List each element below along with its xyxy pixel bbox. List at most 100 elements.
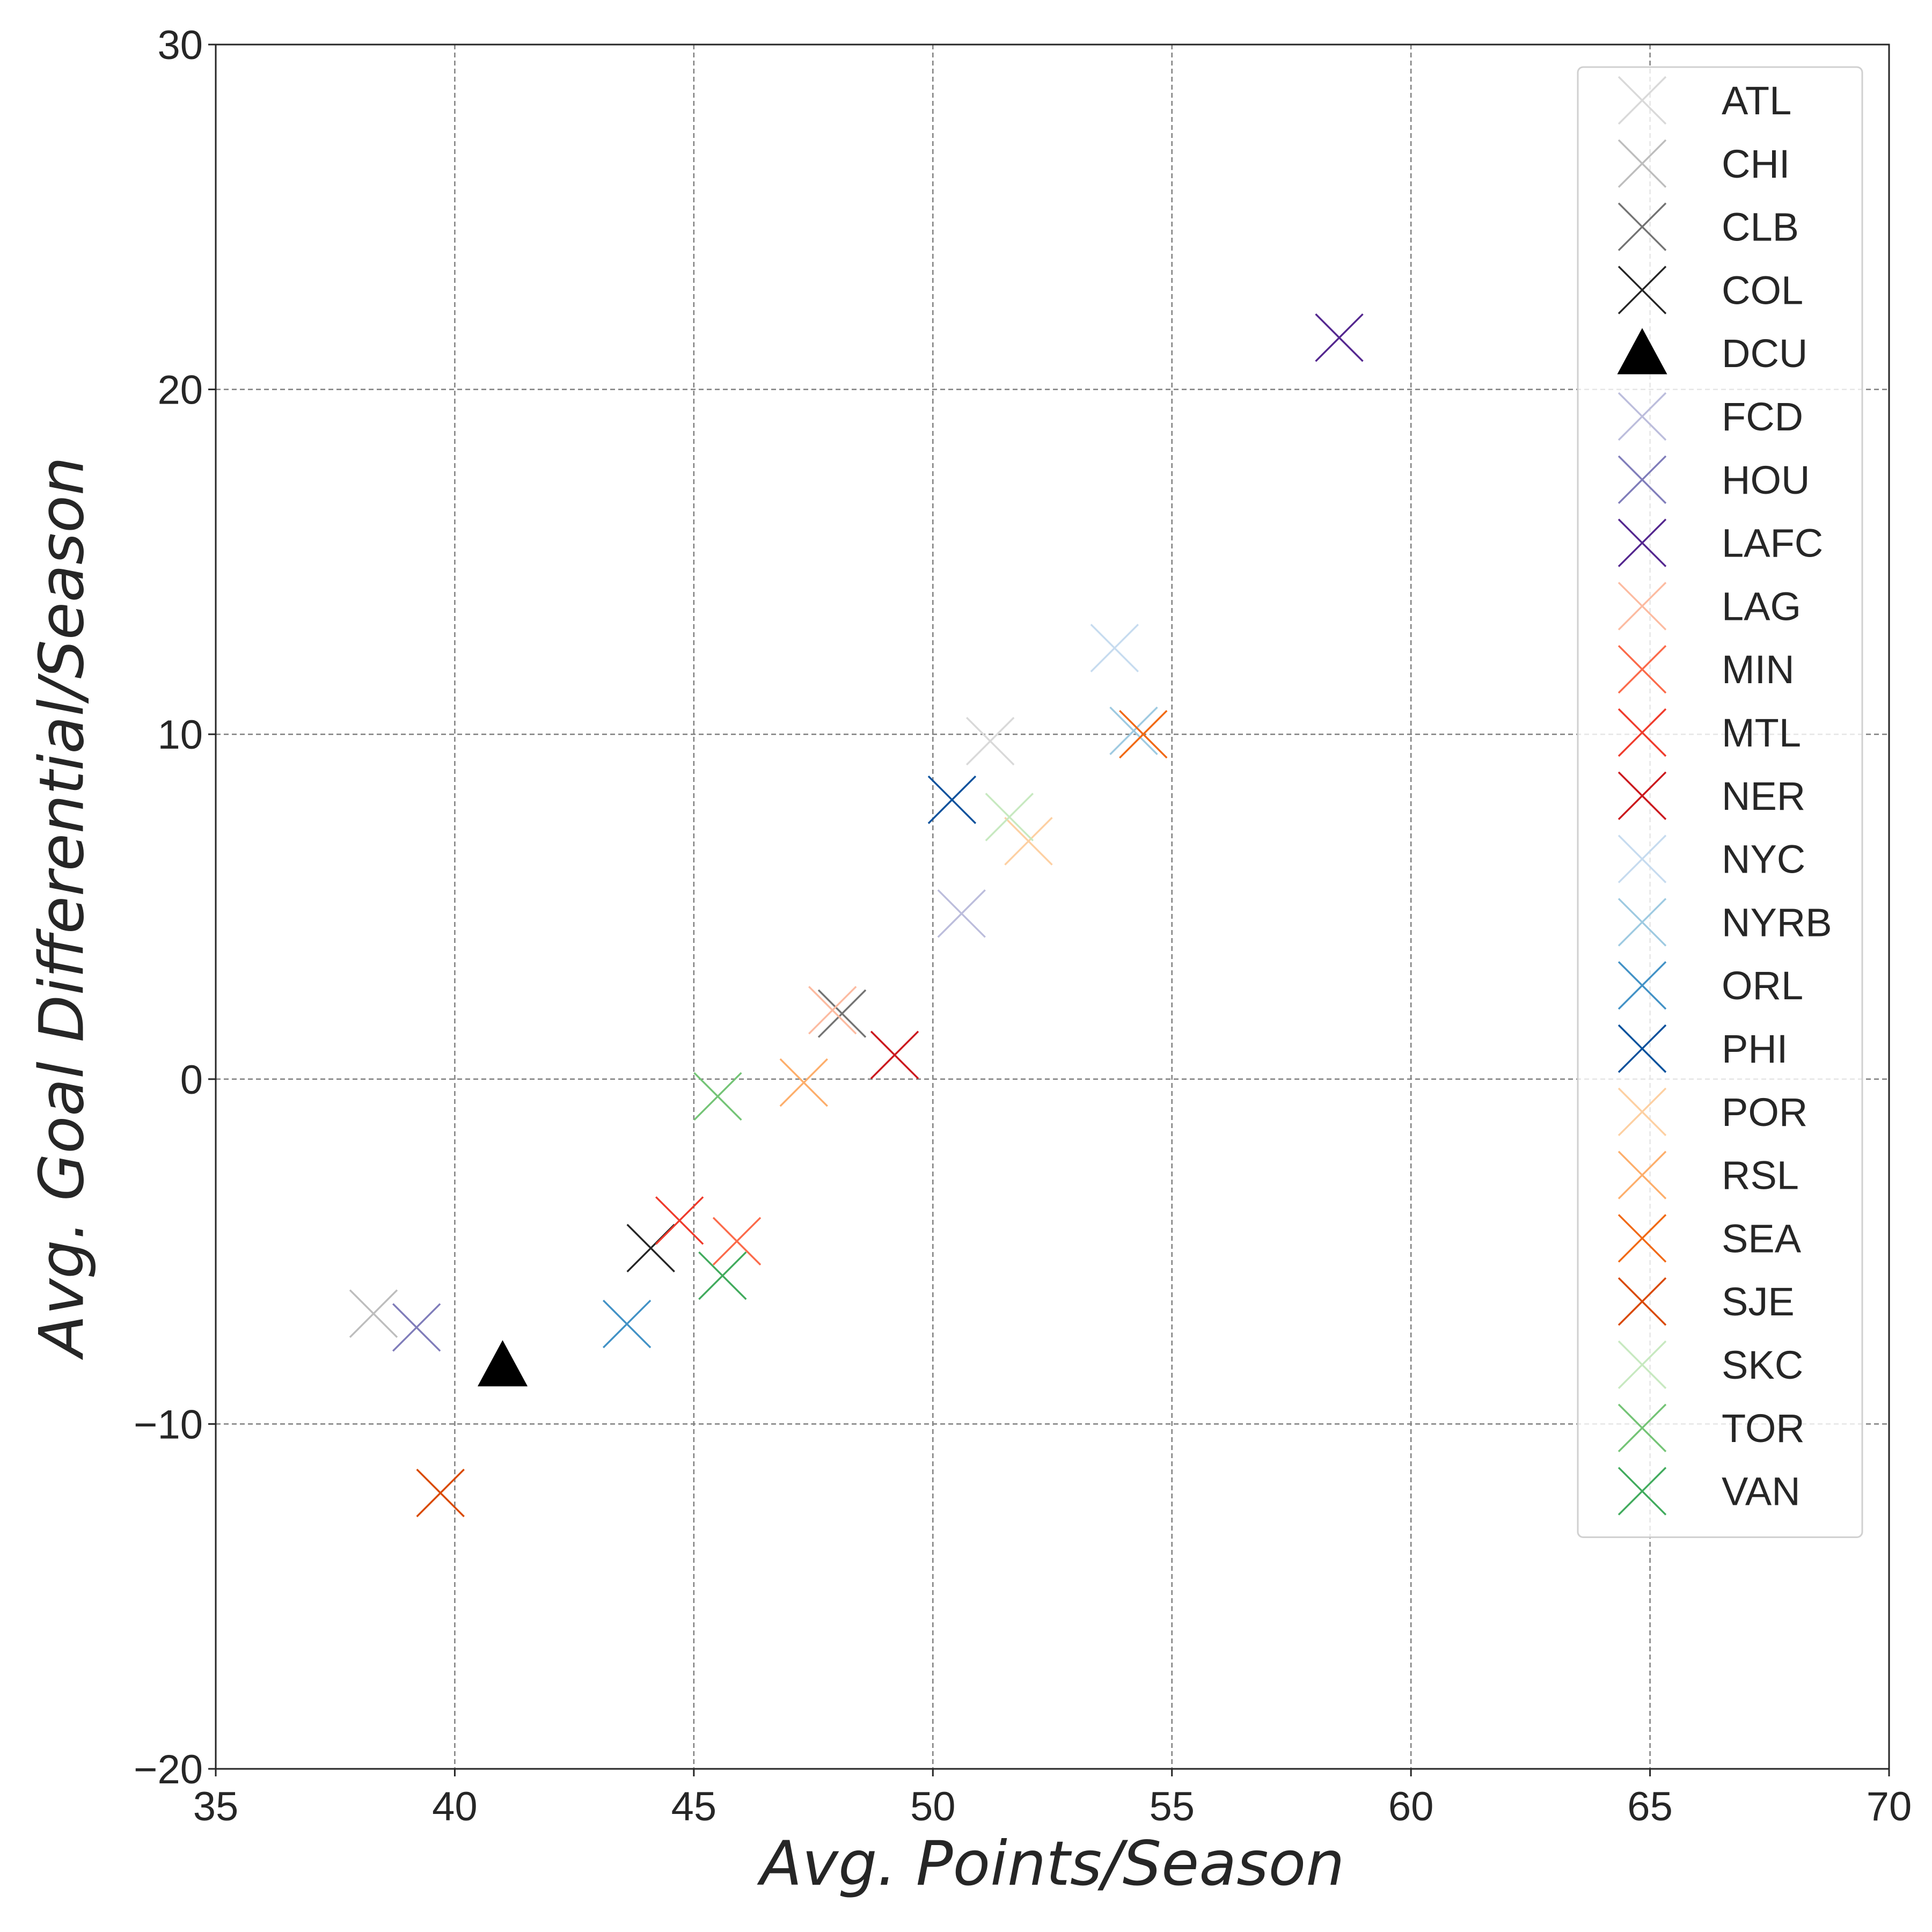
point-skc-stroke-b	[985, 793, 1034, 841]
x-tick-label: 60	[1388, 1784, 1434, 1829]
point-orl-stroke-b	[602, 1299, 652, 1349]
legend-marker-hou	[1618, 455, 1667, 504]
legend-label-chi: CHI	[1722, 142, 1790, 186]
legend-label-nyrb: NYRB	[1722, 900, 1832, 945]
legend-marker-skc-stroke-b	[1618, 1340, 1667, 1389]
point-tor	[693, 1072, 742, 1121]
point-lafc	[1315, 313, 1364, 362]
legend-label-ner: NER	[1722, 774, 1805, 818]
point-clb	[817, 989, 867, 1038]
legend-label-phi: PHI	[1722, 1027, 1788, 1071]
legend-label-van: VAN	[1722, 1469, 1801, 1514]
legend-marker-phi-stroke-b	[1618, 1024, 1667, 1073]
legend-marker-nyrb-stroke-b	[1618, 898, 1667, 947]
legend-marker-por-stroke-b	[1618, 1087, 1667, 1137]
legend-label-sje: SJE	[1722, 1279, 1795, 1324]
legend-marker-van-stroke-b	[1618, 1467, 1667, 1516]
point-sea	[1119, 709, 1168, 759]
legend-label-fcd: FCD	[1722, 394, 1803, 439]
point-min-stroke-b	[712, 1217, 762, 1266]
legend-label-mtl: MTL	[1722, 711, 1801, 755]
legend-marker-sea-stroke-b	[1618, 1214, 1667, 1263]
legend-marker-lag	[1618, 582, 1667, 631]
point-nyc	[1090, 624, 1139, 672]
point-fcd	[937, 889, 986, 938]
legend-marker-phi	[1618, 1024, 1667, 1073]
point-nyrb	[1109, 706, 1158, 755]
legend-marker-chi	[1618, 139, 1667, 188]
point-skc	[985, 793, 1034, 841]
legend-marker-min-stroke-b	[1618, 645, 1667, 694]
point-nyc-stroke-b	[1090, 624, 1139, 672]
y-tick-label: 0	[180, 1057, 203, 1103]
y-axis-title: Avg. Goal Differential/Season	[26, 457, 98, 1360]
legend-marker-sje-stroke-b	[1618, 1277, 1667, 1326]
point-tor-stroke-b	[693, 1072, 742, 1121]
y-tick-label: −20	[134, 1747, 203, 1792]
legend-marker-skc	[1618, 1340, 1667, 1389]
y-tick-label: 10	[157, 712, 203, 758]
x-axis-title: Avg. Points/Season	[757, 1828, 1345, 1899]
legend-label-clb: CLB	[1722, 205, 1799, 250]
point-rsl	[779, 1058, 828, 1107]
point-mtl	[655, 1196, 704, 1245]
plot-frame	[215, 43, 1890, 1770]
legend-marker-col-stroke-b	[1618, 266, 1667, 314]
point-orl	[602, 1299, 652, 1349]
legend-marker-min	[1618, 645, 1667, 694]
axis-ticks: 35 40 45 50 55 60 65 70 −20 −10 0 10 20 30	[134, 23, 1912, 1829]
x-tick-label: 65	[1627, 1784, 1673, 1829]
legend-marker-clb-stroke-b	[1618, 202, 1667, 251]
legend-label-por: POR	[1722, 1090, 1807, 1135]
legend-marker-orl	[1618, 961, 1667, 1010]
point-lag-stroke-b	[808, 986, 857, 1035]
legend-marker-rsl-stroke-b	[1618, 1151, 1667, 1199]
point-mtl-stroke-b	[655, 1196, 704, 1245]
legend-marker-mtl-stroke-b	[1618, 708, 1667, 757]
point-por-stroke-b	[1004, 817, 1053, 866]
legend-label-sea: SEA	[1722, 1216, 1802, 1261]
point-sje	[416, 1468, 465, 1518]
legend-marker-lag-stroke-b	[1618, 582, 1667, 631]
point-sea-stroke-b	[1119, 709, 1168, 759]
x-tick-label: 70	[1867, 1784, 1912, 1829]
legend-marker-rsl	[1618, 1151, 1667, 1199]
legend-label-lag: LAG	[1722, 584, 1801, 628]
legend-marker-sea	[1618, 1214, 1667, 1263]
legend-label-col: COL	[1722, 268, 1803, 312]
point-ner	[870, 1030, 919, 1080]
x-tick-label: 40	[432, 1784, 478, 1829]
legend-box	[1577, 66, 1863, 1538]
x-tick-label: 55	[1149, 1784, 1195, 1829]
point-por	[1004, 817, 1053, 866]
point-dcu	[477, 1340, 528, 1387]
y-tick-label: −10	[134, 1402, 203, 1447]
point-atl	[965, 716, 1015, 766]
point-lag	[808, 986, 857, 1035]
point-chi	[349, 1289, 398, 1338]
point-chi-stroke-b	[349, 1289, 398, 1338]
legend-marker-ner	[1618, 771, 1667, 821]
point-atl-stroke-b	[965, 716, 1015, 766]
legend-marker-tor-stroke-b	[1618, 1403, 1667, 1453]
point-phi	[927, 775, 977, 824]
legend-label-orl: ORL	[1722, 963, 1803, 1008]
legend-marker-ner-stroke-b	[1618, 771, 1667, 821]
legend-label-min: MIN	[1722, 647, 1795, 692]
point-van	[698, 1251, 747, 1300]
legend-marker-mtl	[1618, 708, 1667, 757]
point-clb-stroke-b	[817, 989, 867, 1038]
legend: ATL CHI CLB COL DCU FCD HOU LAFC LAG MIN MTL NER NYC…	[1577, 66, 1863, 1538]
legend-marker-col	[1618, 266, 1667, 314]
legend-items: ATL CHI CLB COL DCU FCD HOU LAFC LAG MIN MTL NER NYC…	[1617, 76, 1832, 1516]
legend-marker-nyrb	[1618, 898, 1667, 947]
x-tick-label: 45	[671, 1784, 717, 1829]
legend-marker-atl	[1618, 76, 1667, 125]
y-tick-label: 30	[157, 23, 203, 68]
x-tick-label: 50	[910, 1784, 956, 1829]
legend-marker-hou-stroke-b	[1618, 455, 1667, 504]
legend-marker-por	[1618, 1087, 1667, 1137]
point-van-stroke-b	[698, 1251, 747, 1300]
legend-marker-chi-stroke-b	[1618, 139, 1667, 188]
